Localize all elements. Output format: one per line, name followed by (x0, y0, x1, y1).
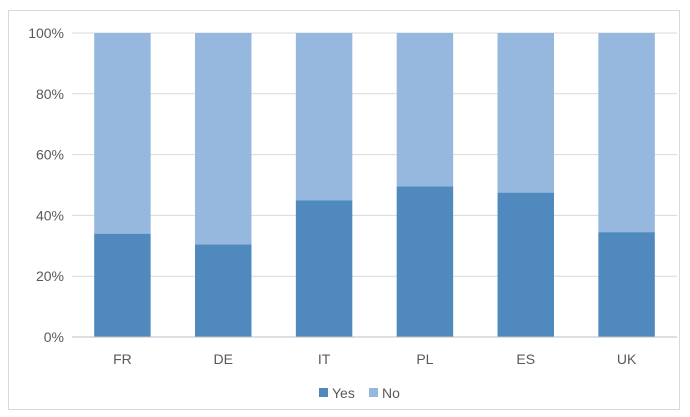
legend-swatch-no (369, 388, 378, 397)
y-tick-label: 100% (28, 25, 64, 41)
bar-no-de (195, 33, 252, 245)
x-tick-label: ES (516, 351, 535, 367)
bar-yes-fr (94, 233, 151, 337)
x-axis-labels: FR DE IT PL ES UK (113, 351, 637, 367)
bar-yes-es (497, 192, 554, 337)
y-tick-label: 40% (36, 207, 64, 223)
y-tick-label: 20% (36, 268, 64, 284)
legend: Yes No (319, 385, 400, 401)
x-tick-label: FR (113, 351, 132, 367)
bar-no-es (497, 33, 554, 193)
bar-yes-uk (598, 232, 655, 337)
bar-no-it (295, 33, 353, 201)
stacked-bar-chart: 0% 20% 40% 60% 80% 100% FR DE IT PL ES UK Yes No (28, 25, 677, 401)
bar-no-pl (396, 33, 454, 187)
legend-swatch-yes (319, 388, 328, 397)
x-tick-label: UK (617, 351, 637, 367)
legend-label-yes: Yes (332, 385, 355, 401)
y-tick-label: 60% (36, 147, 64, 163)
bars (94, 33, 655, 337)
chart-frame: 0% 20% 40% 60% 80% 100% FR DE IT PL ES UK Yes No (8, 10, 680, 410)
x-tick-label: DE (214, 351, 233, 367)
x-tick-label: IT (318, 351, 331, 367)
y-tick-label: 80% (36, 86, 64, 102)
bar-no-uk (598, 33, 655, 233)
legend-label-no: No (382, 385, 400, 401)
bar-yes-pl (396, 186, 454, 337)
y-tick-label: 0% (44, 329, 64, 345)
bar-no-fr (94, 33, 151, 234)
bar-yes-it (295, 200, 353, 337)
y-axis-ticks: 0% 20% 40% 60% 80% 100% (28, 25, 64, 345)
bar-yes-de (195, 244, 252, 337)
gridlines (72, 32, 677, 338)
x-tick-label: PL (416, 351, 433, 367)
